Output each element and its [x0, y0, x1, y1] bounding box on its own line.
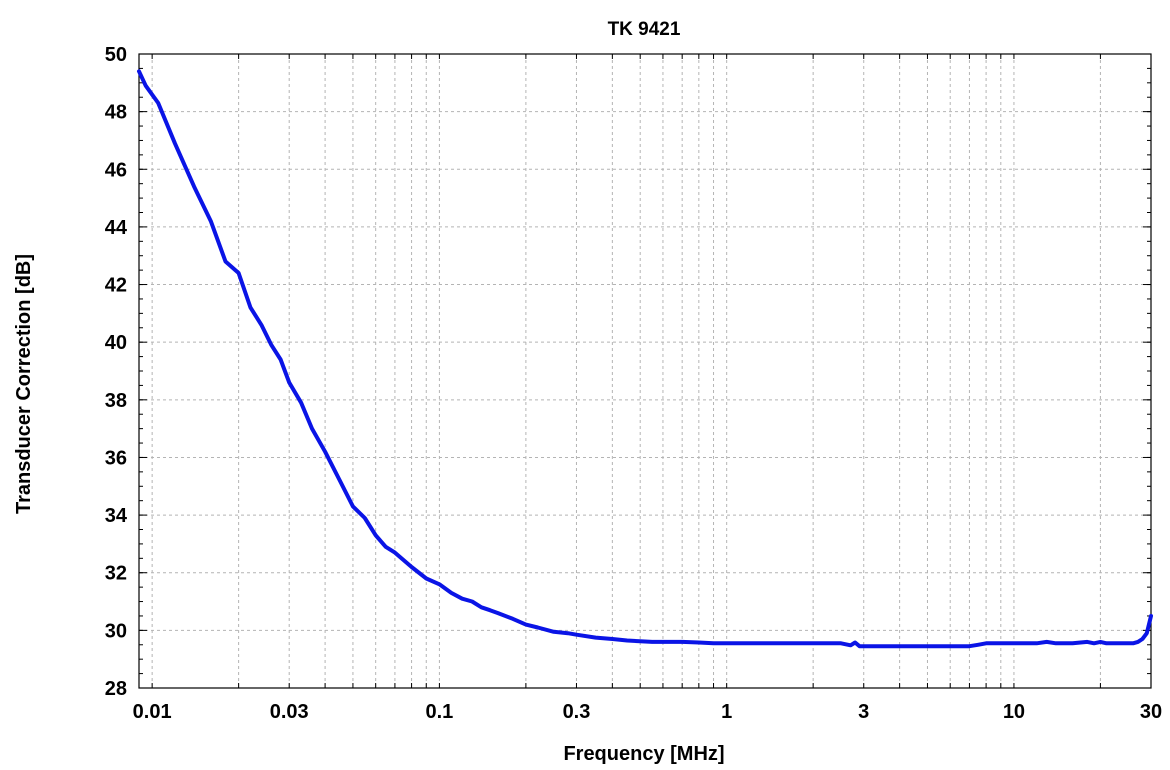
x-axis-label: Frequency [MHz] [563, 743, 724, 765]
y-tick-label: 44 [105, 217, 128, 239]
y-tick-label: 50 [105, 44, 127, 66]
y-tick-label: 28 [105, 678, 127, 700]
x-axis-tick-labels: 0.01 0.03 0.1 0.3 1 3 10 30 [133, 701, 1162, 723]
series-layer [137, 69, 1153, 649]
x-tick-label: 3 [858, 701, 869, 723]
y-tick-label: 34 [105, 505, 128, 527]
x-tick-label: 0.3 [563, 701, 591, 723]
x-tick-label: 30 [1140, 701, 1162, 723]
y-tick-label: 30 [105, 620, 127, 642]
x-tick-label: 0.01 [133, 701, 172, 723]
series-line [137, 69, 1153, 649]
x-tick-label: 10 [1003, 701, 1025, 723]
y-tick-label: 38 [105, 390, 127, 412]
chart-title: TK 9421 [608, 19, 681, 40]
y-tick-label: 42 [105, 275, 127, 297]
x-tick-label: 0.03 [270, 701, 309, 723]
y-axis-tick-labels: 28 30 32 34 36 38 40 42 44 46 48 50 [105, 44, 128, 700]
y-tick-label: 46 [105, 159, 127, 181]
x-tick-label: 0.1 [426, 701, 454, 723]
y-axis-label: Transducer Correction [dB] [13, 254, 35, 514]
y-tick-label: 36 [105, 447, 127, 469]
grid [139, 54, 1151, 688]
y-tick-label: 32 [105, 563, 127, 585]
x-tick-label: 1 [721, 701, 732, 723]
axis-ticks [138, 53, 1152, 689]
plot-frame [138, 53, 1152, 689]
y-tick-label: 48 [105, 102, 127, 124]
y-tick-label: 40 [105, 332, 127, 354]
